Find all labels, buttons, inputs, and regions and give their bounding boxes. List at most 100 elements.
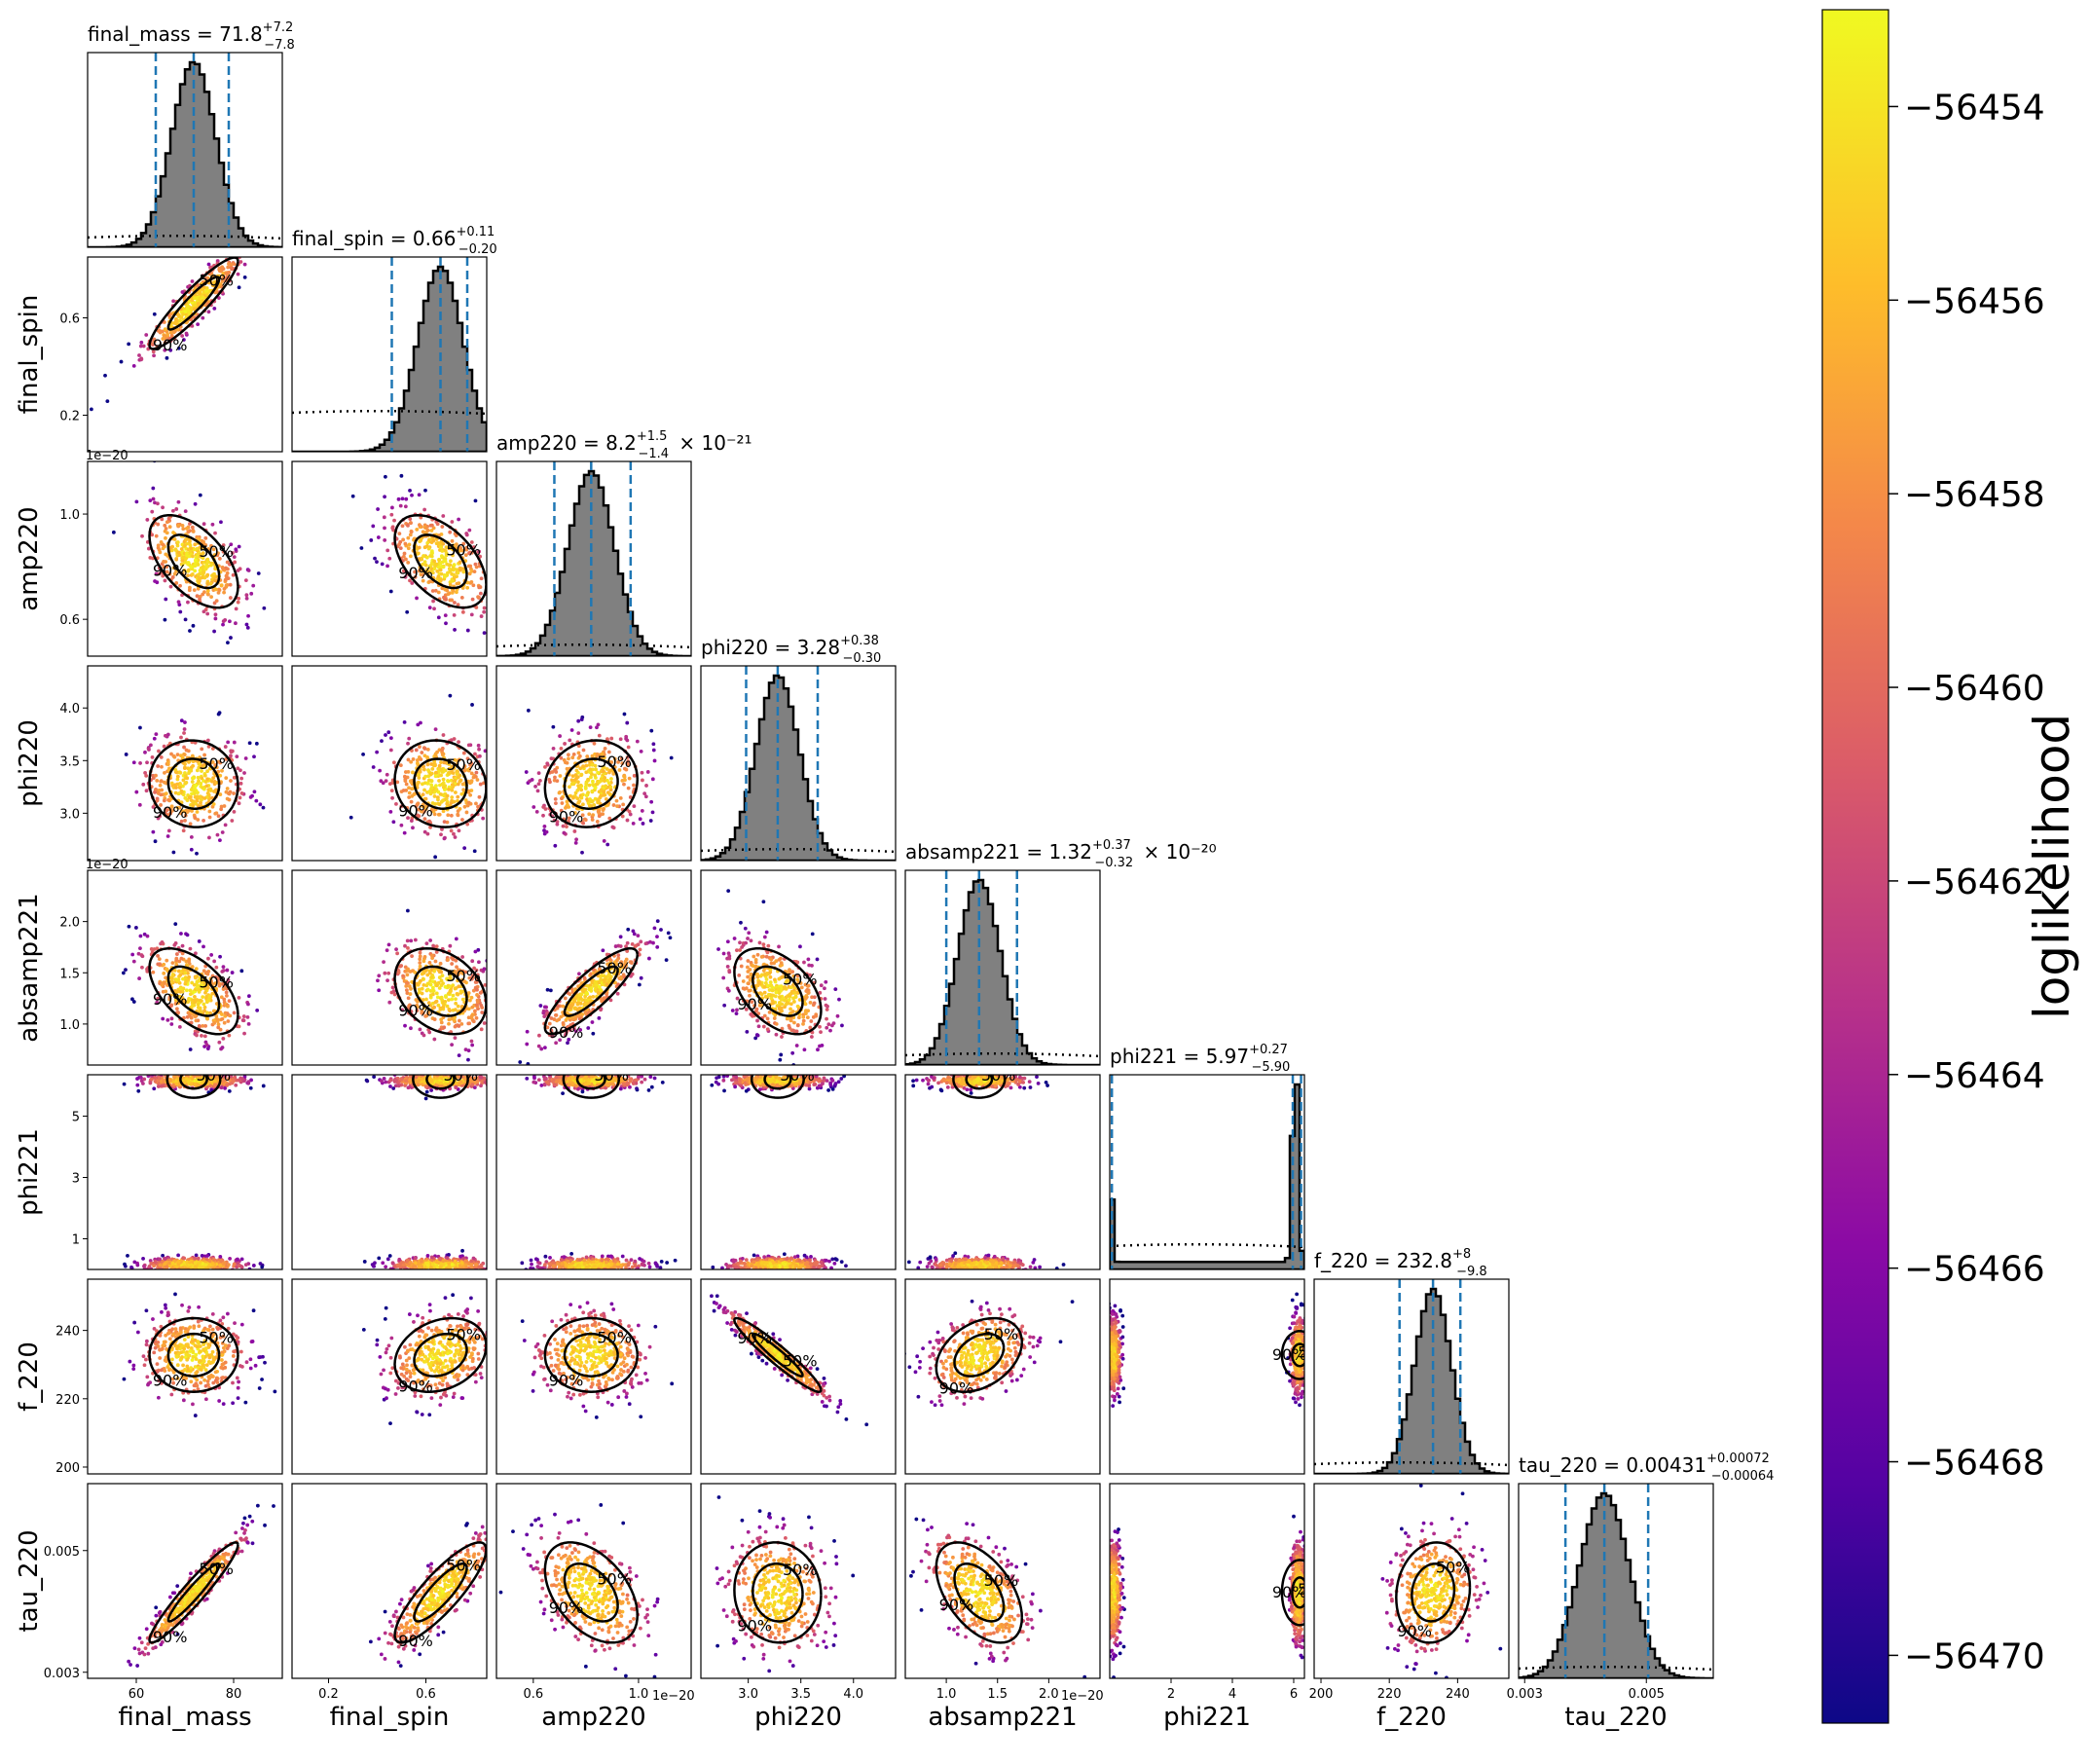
contour-90%	[750, 1075, 805, 1099]
ylabel-absamp221: absamp221	[15, 893, 44, 1042]
panel-absamp221-vs-absamp221: absamp221 = 1.32+0.37 −0.32 × 10⁻²⁰	[904, 838, 1217, 1066]
ytick-f_220-2: 240	[55, 1325, 80, 1340]
panel-frame	[1109, 1278, 1305, 1475]
contour-90%	[148, 1316, 239, 1393]
contour-50%	[752, 1332, 804, 1378]
scatter-tau_220-vs-phi220: 90% 50%	[715, 1495, 856, 1673]
panel-tau_220-vs-phi221: 90%50% 2 4 6 phi221	[1109, 1483, 1307, 1732]
contour-90%	[148, 739, 239, 828]
ylabel-amp220: amp220	[15, 506, 44, 610]
panel-frame	[495, 869, 692, 1066]
contour-label-50%: 50%	[446, 541, 481, 560]
panel-frame	[291, 1278, 488, 1475]
contour-label-90%: 90%	[398, 1632, 433, 1650]
corner-panels: final_mass = 71.8+7.2 −7.890%50%0.20.6fin…	[15, 20, 1774, 1732]
contour-label-90%: 90%	[153, 1372, 188, 1390]
panel-absamp221-vs-amp220: 90% 50%	[495, 869, 692, 1066]
contour-50%	[1291, 1342, 1304, 1368]
scatter-absamp221-vs-final_mass: 90% 50%	[121, 922, 260, 1051]
contour-90%	[393, 1316, 487, 1393]
contour-90%	[935, 1541, 1024, 1644]
scatter-tau_220-vs-amp220: 90%50%	[498, 1503, 660, 1678]
panel-frame	[291, 256, 488, 453]
panel-frame	[1109, 1074, 1305, 1270]
contour-90%	[733, 1316, 823, 1393]
histogram-bars-phi221	[1110, 1083, 1304, 1269]
xtick-phi220-2: 4.0	[843, 1687, 863, 1702]
contour-90%	[1395, 1541, 1472, 1644]
contour-label-90%: 90%	[184, 1051, 219, 1070]
yoffset-amp220: 1e−20	[86, 449, 128, 463]
contour-50%	[752, 965, 804, 1017]
scatter-absamp221-vs-amp220: 90% 50%	[518, 919, 673, 1065]
xtick-phi221-1: 4	[1228, 1687, 1236, 1702]
contour-90%	[543, 739, 640, 828]
colorbar-tick-0: −56454	[1904, 88, 2045, 128]
ytick-phi221-0: 1	[72, 1233, 80, 1248]
contour-90%	[148, 514, 239, 609]
histogram-tau_220	[1519, 1484, 1713, 1678]
xtick-phi221-0: 2	[1167, 1687, 1175, 1702]
panel-frame	[904, 1278, 1101, 1475]
contour-label-50%: 50%	[594, 1066, 629, 1084]
ytick-phi220-1: 3.5	[59, 754, 80, 769]
contour-50%	[413, 1332, 468, 1378]
xtick-amp220-0: 0.6	[523, 1687, 543, 1702]
xlabel-final_spin: final_spin	[330, 1703, 450, 1732]
contour-90%	[562, 1075, 621, 1099]
scatter-f_220-vs-final_spin: 90% 50%	[361, 1293, 487, 1426]
panel-phi220-vs-final_spin: 90% 50%	[291, 665, 488, 862]
panel-frame	[1313, 1278, 1510, 1475]
panel-frame	[87, 256, 283, 453]
contour-50%	[166, 965, 221, 1017]
contour-label-90%: 90%	[153, 1628, 188, 1646]
contour-50%	[965, 1075, 994, 1090]
contour-label-50%: 50%	[780, 1066, 815, 1084]
title-final_mass: final_mass = 71.8+7.2 −7.8	[88, 20, 295, 53]
panel-absamp221-vs-final_spin: 90% 50%	[291, 869, 488, 1066]
panel-f_220-vs-f_220: f_220 = 232.8+8 −9.8	[1313, 1247, 1510, 1475]
panel-frame	[700, 1278, 897, 1475]
contour-label-50%: 50%	[981, 1066, 1016, 1084]
panel-phi221-vs-phi221: phi221 = 5.97+0.27 −5.90	[1109, 1043, 1305, 1270]
contour-50%	[563, 1332, 619, 1378]
xtick-f_220-1: 220	[1377, 1687, 1402, 1702]
panel-tau_220-vs-tau_220: tau_220 = 0.00431+0.00072 −0.00064 0.003 0.…	[1507, 1452, 1775, 1732]
scatter-final_spin-vs-final_mass: 90% 50%	[89, 257, 247, 412]
contour-50%	[166, 276, 221, 331]
ytick-tau_220-0: 0.003	[44, 1667, 80, 1681]
xlabel-tau_220: tau_220	[1564, 1703, 1667, 1732]
scatter-tau_220-vs-final_spin: 90% 50%	[368, 1522, 487, 1669]
histogram-bars-f_220	[1314, 1287, 1509, 1474]
ytick-tau_220-1: 0.005	[44, 1545, 80, 1560]
histogram-final_spin	[292, 257, 487, 452]
xtick-final_spin-0: 0.2	[318, 1687, 339, 1702]
contour-label-90%: 90%	[398, 564, 433, 582]
scatter-phi221-vs-final_mass: 90%50%	[122, 1051, 266, 1269]
ytick-f_220-1: 220	[55, 1393, 80, 1408]
panel-phi221-vs-phi220: 90%50%	[700, 1066, 897, 1270]
contour-50%	[166, 1332, 221, 1378]
contour-50%	[752, 1562, 804, 1623]
scatter-phi221-vs-phi220: 90%50%	[710, 1066, 848, 1269]
xoffset-amp220: 1e−20	[652, 1689, 695, 1704]
xtick-phi221-2: 6	[1290, 1687, 1298, 1702]
panel-frame	[495, 665, 692, 862]
histogram-phi220	[701, 666, 896, 861]
scatter-tau_220-vs-final_mass: 90% 50%	[127, 1503, 275, 1668]
panel-frame	[495, 1483, 692, 1679]
xtick-phi220-0: 3.0	[738, 1687, 758, 1702]
xtick-tau_220-0: 0.003	[1507, 1687, 1543, 1702]
panel-phi220-vs-amp220: 90% 50%	[495, 665, 692, 862]
xtick-tau_220-1: 0.005	[1629, 1687, 1665, 1702]
panel-frame	[904, 869, 1101, 1066]
contour-label-90%: 90%	[1272, 1583, 1307, 1601]
prior-line-amp220	[496, 643, 691, 649]
xtick-f_220-0: 200	[1309, 1687, 1334, 1702]
panel-phi221-vs-amp220: 90%50%	[495, 1066, 692, 1270]
panel-frame	[291, 1074, 488, 1270]
scatter-tau_220-vs-f_220: 90% 50%	[1380, 1484, 1503, 1678]
scatter-tau_220-vs-phi221: 90%50%	[1110, 1514, 1307, 1678]
contour-label-50%: 50%	[1436, 1558, 1471, 1576]
prior-line-final_spin	[292, 409, 487, 416]
